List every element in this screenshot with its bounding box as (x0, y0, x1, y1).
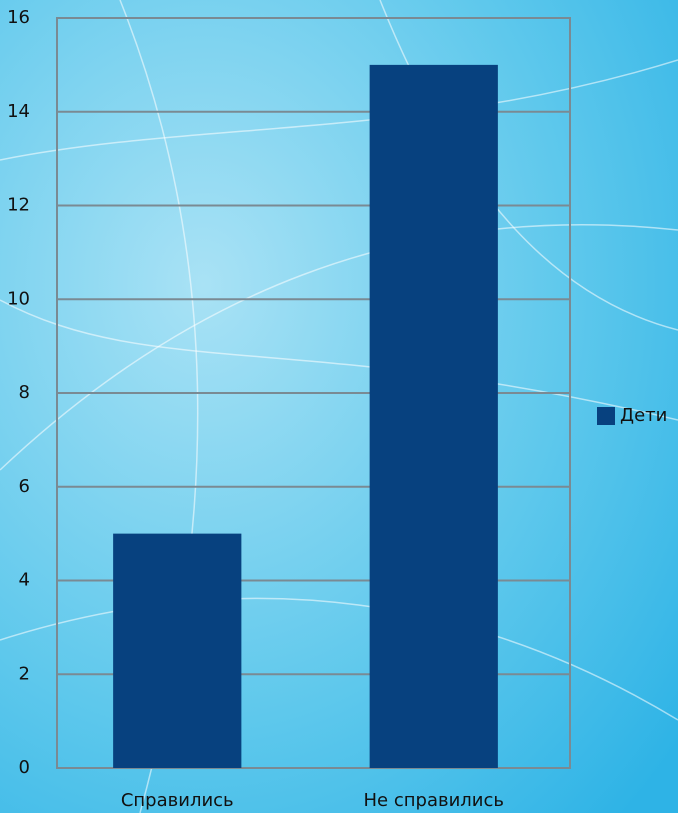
bar (113, 533, 242, 768)
y-tick-label: 6 (19, 476, 30, 497)
legend-swatch (597, 407, 615, 425)
y-tick-label: 4 (19, 570, 30, 591)
x-tick-label: Справились (121, 790, 234, 811)
x-tick-label: Не справились (364, 790, 504, 811)
y-tick-label: 8 (19, 382, 30, 403)
y-tick-label: 16 (7, 7, 30, 28)
y-tick-label: 14 (7, 101, 30, 122)
y-tick-label: 12 (7, 195, 30, 216)
y-tick-label: 0 (19, 757, 30, 778)
legend-label: Дети (620, 405, 667, 426)
y-tick-label: 2 (19, 663, 30, 684)
y-tick-label: 10 (7, 288, 30, 309)
bar (369, 64, 498, 768)
